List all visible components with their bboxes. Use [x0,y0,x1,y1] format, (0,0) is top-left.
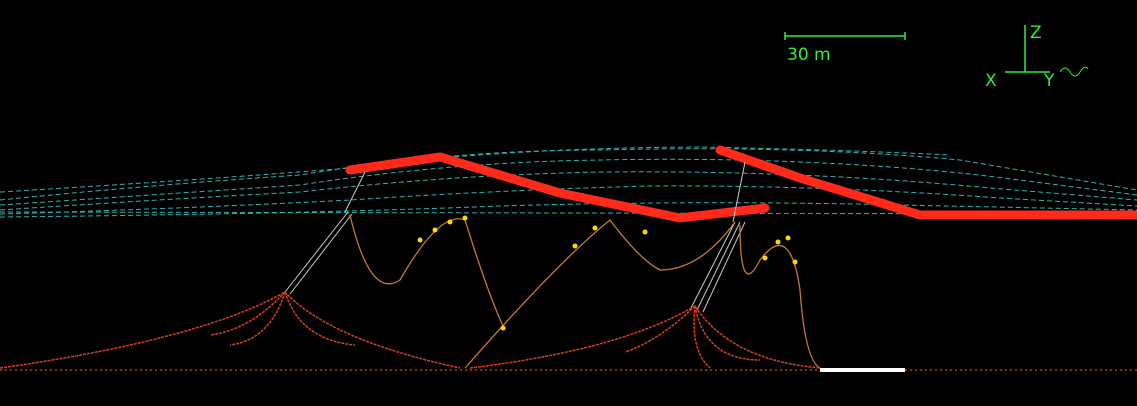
scale-label: 30 m [787,45,831,65]
axis-x: X [985,71,997,91]
axis-y: Y [1043,71,1055,91]
axis-z: Z [1030,23,1042,43]
background [0,0,1137,406]
scene: 30 m Z X Y [0,0,1137,406]
